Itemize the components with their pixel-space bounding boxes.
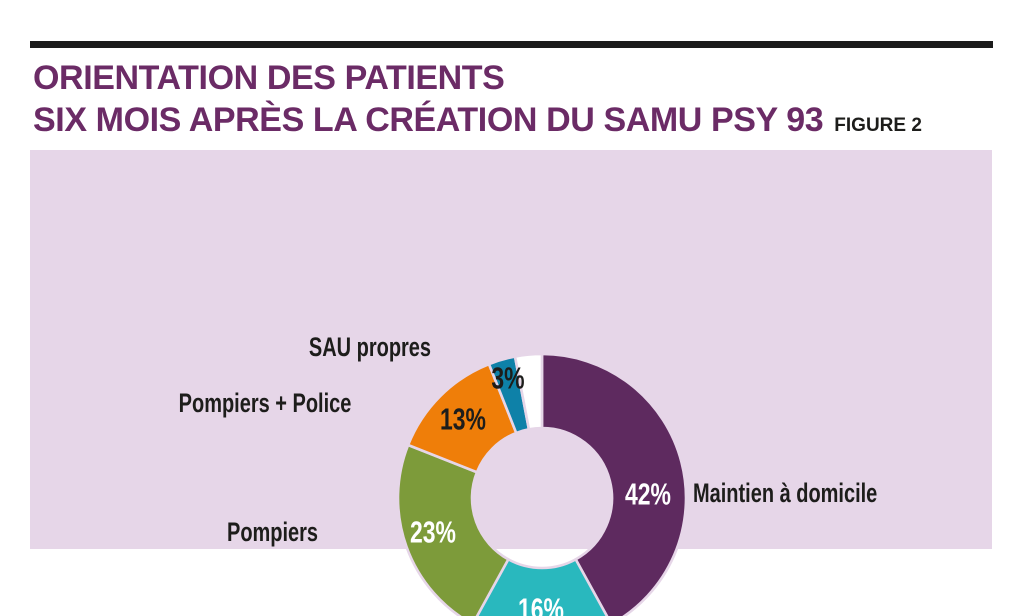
donut-segment-blank <box>513 352 544 431</box>
figure-number-tag: FIGURE 2 <box>834 115 922 136</box>
donut-chart <box>396 352 688 616</box>
pct-label-maintien-a-domicile: 42% <box>625 476 671 512</box>
pct-label-pompiers: 23% <box>410 514 456 550</box>
cat-label-maintien-a-domicile: Maintien à domicile <box>693 478 878 508</box>
cat-label-pompiers-police: Pompiers + Police <box>178 388 351 418</box>
pct-label-ambulances: 16% <box>518 591 564 616</box>
cat-label-sau-propres: SAU propres <box>308 332 431 362</box>
donut-segment-ambulances <box>475 557 609 616</box>
chart-panel: 42% 16% 23% 13% 3% Maintien à domicile A… <box>30 150 992 616</box>
figure-title-line2-text: SIX MOIS APRÈS LA CRÉATION DU SAMU PSY 9… <box>33 101 824 139</box>
donut-segment-pompiers <box>396 443 511 616</box>
cat-label-pompiers: Pompiers <box>226 517 318 547</box>
top-rule <box>30 41 993 48</box>
donut-segment-maintien-domicile <box>540 352 688 616</box>
figure-title-line2: SIX MOIS APRÈS LA CRÉATION DU SAMU PSY 9… <box>33 103 922 137</box>
figure-title-line1: ORIENTATION DES PATIENTS <box>33 59 505 97</box>
pct-label-sau-propres: 3% <box>491 360 525 396</box>
pct-label-pompiers-police: 13% <box>440 401 486 437</box>
